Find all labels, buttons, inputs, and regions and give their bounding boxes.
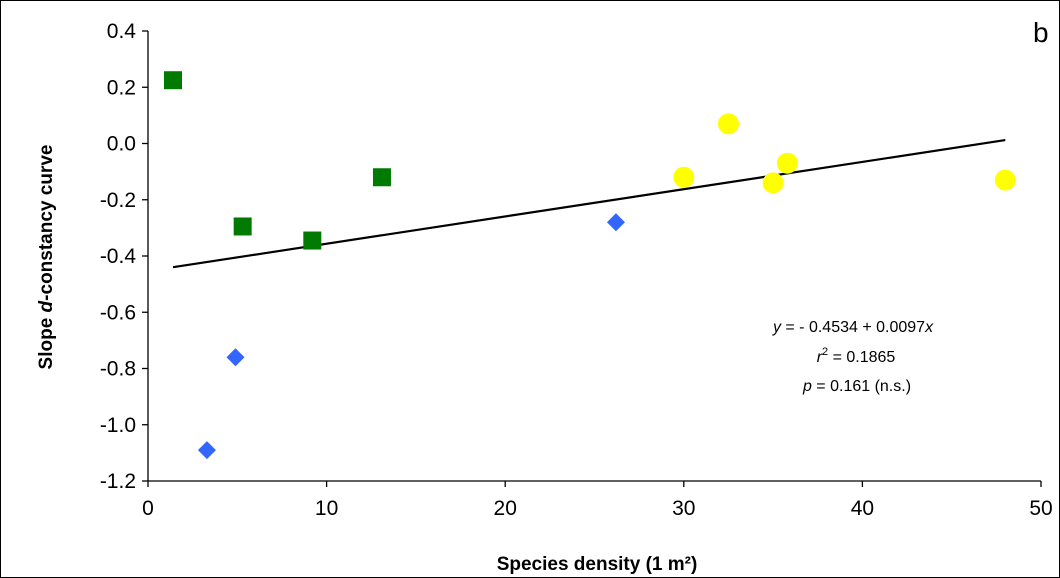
x-tick-label: 40 xyxy=(851,497,874,520)
y-tick-label: -0.8 xyxy=(100,358,136,381)
x-tick-label: 10 xyxy=(315,497,338,520)
x-tick-label: 30 xyxy=(672,497,695,520)
y-axis-label-prefix: Slope xyxy=(36,312,57,369)
r-squared-text: r2 = 0.1865 xyxy=(817,346,896,366)
x-tick-label: 50 xyxy=(1029,497,1052,520)
data-point-diamond xyxy=(606,213,625,232)
x-axis-label: Species density (1 m²) xyxy=(497,554,698,575)
y-axis-label: Slope d-constancy curve xyxy=(36,145,57,370)
regression-annotation: y = - 0.4534 + 0.0097x r2 = 0.1865 p = 0… xyxy=(772,319,934,395)
data-point-diamond xyxy=(197,441,216,460)
y-tick-label: 0.0 xyxy=(107,133,136,156)
data-point-circle xyxy=(762,172,784,194)
panel-label: b xyxy=(1033,17,1049,48)
x-tick-label: 0 xyxy=(142,497,154,520)
y-tick-label: -1.0 xyxy=(100,414,136,437)
data-point-square xyxy=(303,231,322,250)
data-point-circle xyxy=(673,166,695,188)
y-tick-label: 0.2 xyxy=(107,76,136,99)
y-axis-label-italic: d xyxy=(36,300,57,312)
data-point-square xyxy=(372,168,391,187)
axes: 0.4 0.2 0.0 -0.2 -0.4 -0.6 -0.8 -1.0 -1.2 0 10 20 30… xyxy=(100,20,1053,520)
data-point-diamond xyxy=(226,348,245,367)
data-point-circle xyxy=(994,169,1016,191)
y-tick-label: -1.2 xyxy=(100,470,136,493)
p-value-text: p = 0.161 (n.s.) xyxy=(802,378,911,395)
y-tick-label: -0.6 xyxy=(100,301,136,324)
data-point-square xyxy=(233,217,252,236)
y-tick-label: -0.2 xyxy=(100,189,136,212)
data-point-circle xyxy=(717,113,739,135)
data-point-circle xyxy=(776,152,798,174)
y-axis-label-suffix: -constancy curve xyxy=(36,145,57,301)
equation-text: y = - 0.4534 + 0.0097x xyxy=(772,319,934,336)
x-tick-label: 20 xyxy=(494,497,517,520)
points-group xyxy=(164,71,1016,460)
data-point-square xyxy=(164,71,183,90)
y-tick-label: 0.4 xyxy=(107,20,137,43)
y-tick-label: -0.4 xyxy=(100,245,137,268)
